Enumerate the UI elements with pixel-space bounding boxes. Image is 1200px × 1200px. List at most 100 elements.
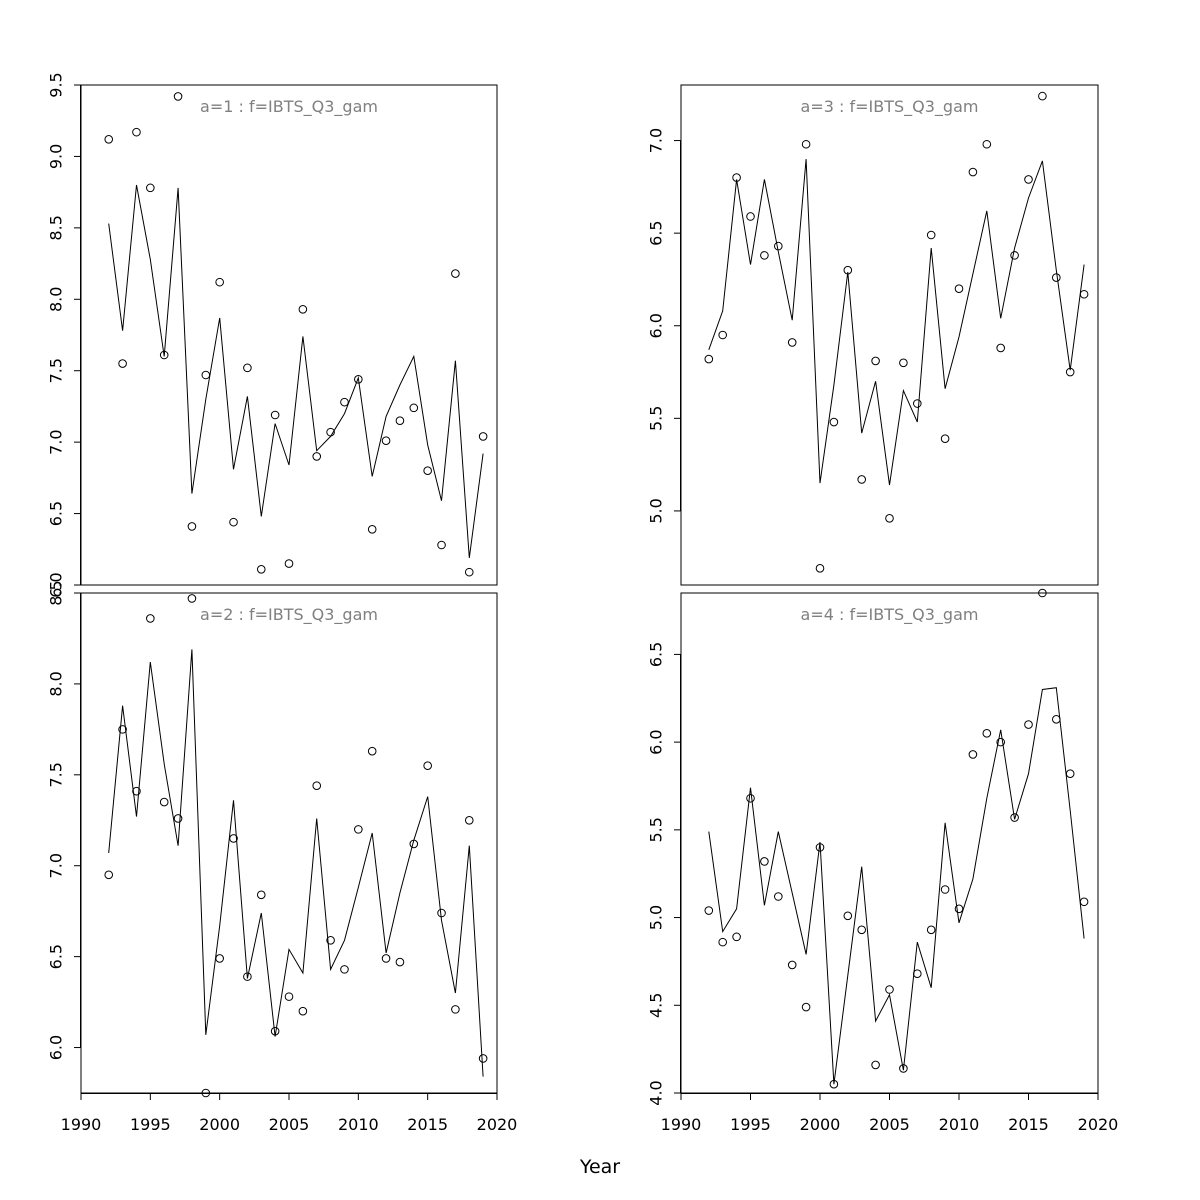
data-point — [718, 330, 728, 340]
plot-frame — [680, 592, 1099, 1094]
data-point — [718, 937, 728, 947]
data-point — [437, 540, 446, 550]
data-point — [409, 403, 419, 413]
data-point — [256, 890, 266, 900]
y-tick-label: 6.5 — [47, 501, 66, 526]
data-point — [871, 356, 880, 366]
data-point — [464, 567, 474, 577]
fitted-line — [708, 687, 1085, 1085]
data-point — [478, 1054, 488, 1063]
y-tick-label: 6.5 — [47, 944, 66, 969]
x-tick-label: 2000 — [199, 1115, 240, 1134]
data-point — [1024, 175, 1033, 184]
y-tick-label: 7.5 — [47, 358, 66, 383]
data-point — [899, 1064, 908, 1073]
panel-title: a=2 : f=IBTS_Q3_gam — [200, 605, 378, 625]
panel-title: a=3 : f=IBTS_Q3_gam — [801, 97, 979, 117]
data-point — [1010, 813, 1019, 822]
x-tick-label: 1990 — [61, 1115, 102, 1134]
data-point — [478, 432, 488, 441]
fitted-line — [108, 649, 484, 1077]
data-point — [815, 564, 825, 573]
y-tick-label: 6.0 — [647, 729, 666, 754]
data-point — [187, 594, 197, 603]
data-point — [312, 452, 322, 461]
data-point — [982, 729, 992, 738]
data-point — [732, 932, 741, 942]
plot-frame — [680, 84, 1099, 586]
data-point — [159, 797, 169, 807]
data-point — [367, 524, 377, 534]
data-point — [284, 559, 294, 568]
data-point — [885, 514, 894, 523]
x-tick-label: 2000 — [800, 1115, 841, 1134]
y-tick-label: 9.0 — [47, 144, 66, 169]
data-point — [423, 466, 432, 476]
data-point — [1065, 769, 1075, 779]
data-point — [284, 992, 294, 1001]
y-tick-label: 9.5 — [47, 72, 66, 97]
y-tick-label: 4.0 — [647, 1080, 666, 1105]
y-tick-label: 7.5 — [47, 762, 66, 787]
data-point — [746, 212, 755, 221]
data-point — [354, 825, 363, 834]
x-tick-label: 2020 — [477, 1115, 518, 1134]
y-tick-label: 5.0 — [647, 498, 666, 523]
data-point — [1052, 715, 1061, 724]
y-tick-label: 7.0 — [647, 128, 666, 153]
data-point — [996, 737, 1006, 747]
data-point — [215, 277, 224, 287]
data-point — [871, 1060, 880, 1070]
data-point — [354, 374, 363, 384]
data-point — [132, 786, 141, 796]
data-point — [787, 338, 797, 347]
x-axis-label: Year — [579, 1156, 620, 1178]
x-tick-label: 1990 — [661, 1115, 702, 1134]
data-point — [187, 522, 197, 531]
data-point — [968, 750, 978, 759]
y-tick-label: 8.5 — [47, 215, 66, 240]
data-point — [885, 985, 894, 994]
data-point — [104, 134, 114, 144]
data-point — [146, 183, 155, 193]
data-point — [940, 434, 950, 444]
data-point — [857, 475, 867, 484]
data-point — [996, 343, 1006, 353]
data-point — [926, 925, 936, 935]
data-point — [312, 781, 322, 791]
data-point — [1079, 289, 1089, 299]
y-tick-label: 7.0 — [47, 853, 66, 878]
x-tick-label: 2005 — [269, 1115, 310, 1134]
data-point — [1010, 251, 1019, 260]
x-tick-label: 2015 — [1008, 1115, 1049, 1134]
y-tick-label: 4.5 — [647, 993, 666, 1018]
data-point — [704, 906, 714, 915]
data-point — [326, 935, 335, 945]
data-point — [395, 957, 405, 967]
data-point — [843, 911, 853, 921]
data-point — [1038, 91, 1047, 101]
data-point — [829, 417, 839, 427]
y-tick-label: 5.0 — [647, 905, 666, 930]
data-point — [774, 892, 783, 901]
data-point — [913, 399, 922, 408]
data-point — [451, 269, 460, 278]
data-point — [104, 870, 114, 880]
data-point — [437, 908, 446, 918]
data-point — [201, 370, 211, 380]
data-point — [395, 416, 405, 426]
x-tick-label: 1995 — [730, 1115, 771, 1134]
data-point — [968, 167, 978, 177]
data-point — [982, 139, 992, 149]
chart-panel-2: a=3 : f=IBTS_Q3_gam 5.0 5.5 6.0 6.5 7.0 — [647, 84, 1099, 586]
plot-frame — [80, 592, 498, 1094]
panel-title: a=4 : f=IBTS_Q3_gam — [801, 605, 979, 625]
data-point — [954, 284, 964, 294]
data-point — [298, 304, 308, 314]
data-point — [760, 251, 769, 260]
data-point — [118, 725, 127, 734]
data-point — [381, 954, 391, 963]
data-point — [340, 965, 349, 974]
data-point — [173, 814, 183, 823]
